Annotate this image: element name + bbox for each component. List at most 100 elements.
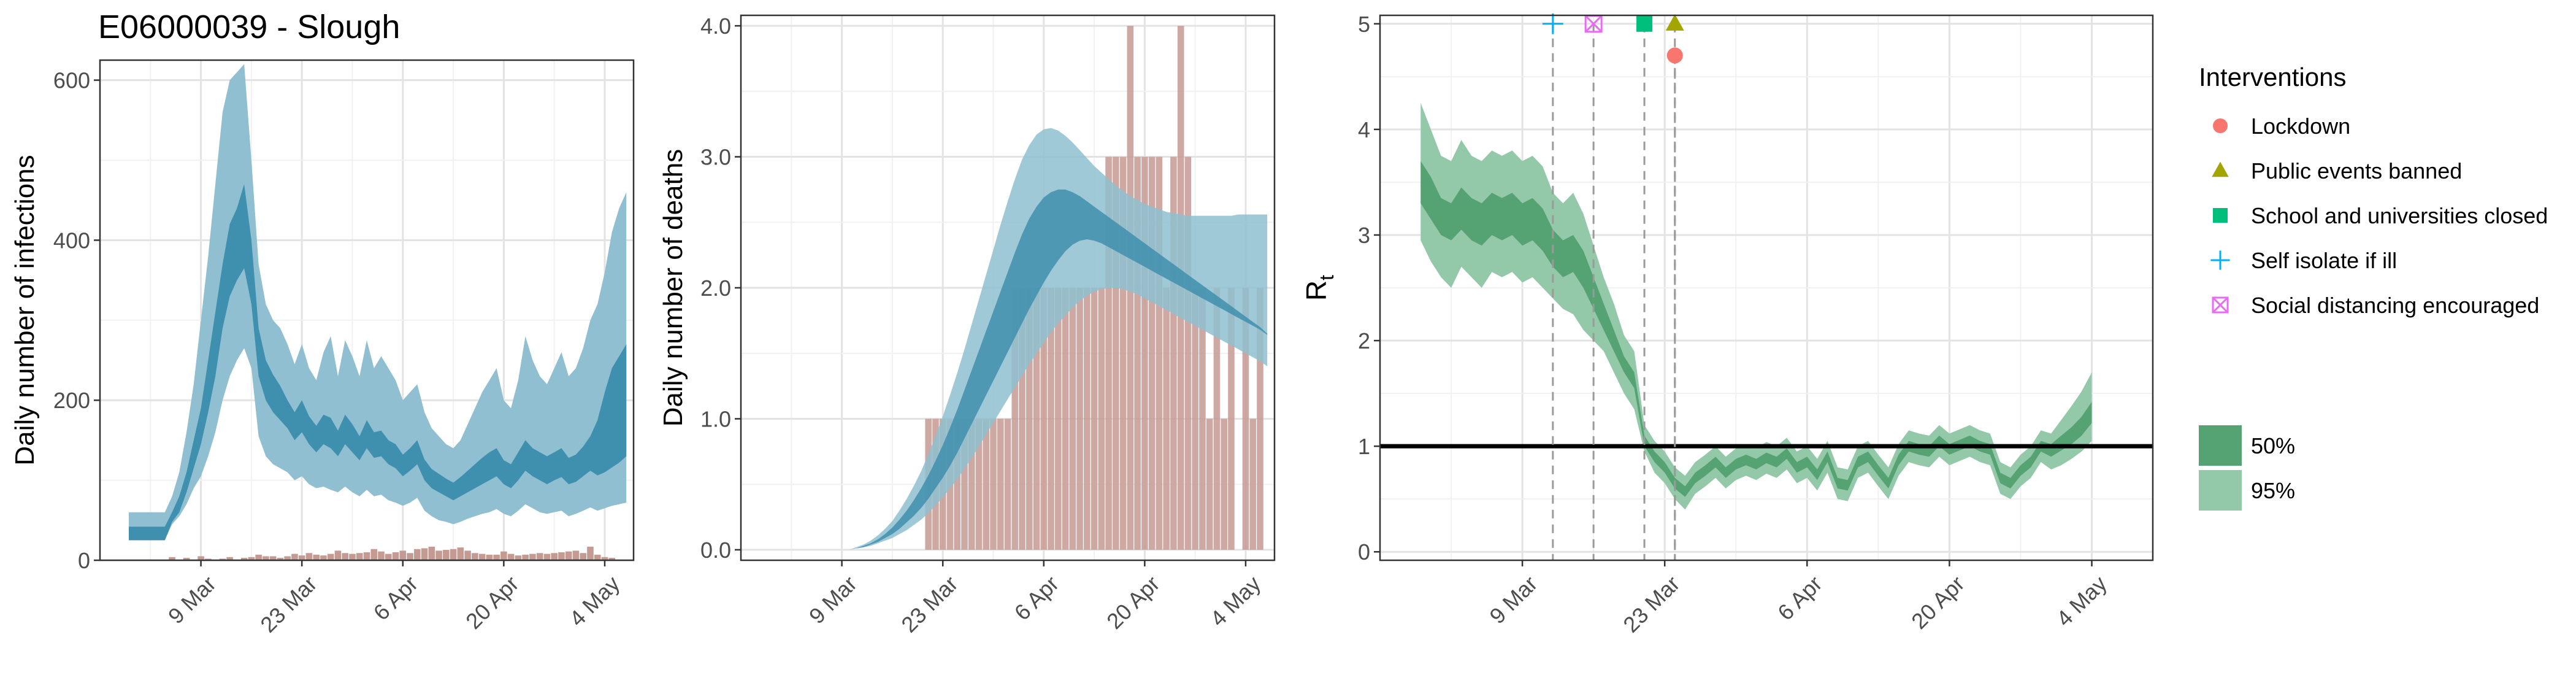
bar: [1025, 288, 1033, 550]
legend-item-label: Self isolate if ill: [2251, 248, 2397, 273]
bar: [1048, 288, 1054, 550]
bar: [428, 546, 435, 560]
bar: [1098, 288, 1105, 550]
x-tick-label: 6 Apr: [1773, 571, 1827, 625]
bar: [183, 558, 190, 560]
bar: [399, 550, 407, 560]
bar: [464, 550, 471, 560]
bar: [327, 554, 334, 560]
bar: [197, 556, 204, 560]
bar: [356, 553, 363, 560]
legend: Interventions Lockdown Public events bann…: [2199, 63, 2548, 511]
bar: [1184, 156, 1192, 550]
infections-panel: 0 200 400 600 9 Mar 23 Mar 6 Apr 20 Apr 4 May Da…: [10, 59, 635, 638]
y-tick-label: 3: [1358, 223, 1370, 248]
bar: [1069, 288, 1076, 550]
legend-items: Lockdown Public events banned School and u…: [2210, 114, 2548, 318]
bar: [255, 554, 262, 560]
x-tick-label: 23 Mar: [255, 571, 321, 637]
bar: [594, 554, 601, 560]
bar: [313, 554, 320, 560]
x-tick-label: 20 Apr: [1906, 571, 1969, 634]
bar: [407, 553, 413, 560]
legend-band-label: 50%: [2251, 433, 2295, 458]
bar: [1242, 288, 1249, 550]
legend-item-label: School and universities closed: [2251, 203, 2548, 228]
y-axis-label: Daily number of infections: [10, 155, 40, 465]
square-x-stroke: [2212, 296, 2229, 314]
y-tick-label: 2: [1358, 328, 1370, 353]
deaths-panel: 0.0 1.0 2.0 3.0 4.0 9 Mar 23 Mar 6 Apr 20 Apr 4 M…: [658, 14, 1276, 638]
bar: [219, 558, 226, 560]
band-95: [129, 64, 627, 541]
bar: [1055, 288, 1062, 550]
bar: [1221, 419, 1227, 550]
bar: [608, 558, 616, 560]
legend-swatch: [2199, 470, 2242, 511]
band-50: [770, 189, 1268, 550]
y-axis-label: Rt: [1300, 275, 1338, 301]
bar: [601, 557, 608, 560]
bar: [320, 555, 327, 560]
bar: [983, 419, 990, 550]
bar: [450, 549, 457, 560]
bar: [169, 557, 175, 560]
interventions: [1542, 13, 1684, 560]
legend-swatch: [2199, 425, 2242, 466]
bar: [515, 555, 522, 560]
bar: [1228, 288, 1235, 550]
bars: [925, 26, 1263, 550]
y-tick-label: 200: [53, 388, 90, 413]
bar: [997, 419, 1004, 550]
bar: [263, 556, 269, 560]
bar: [385, 554, 392, 560]
band-95: [770, 128, 1268, 550]
bar: [543, 554, 551, 560]
bar: [1163, 288, 1170, 550]
square-marker-icon: [1636, 15, 1653, 32]
legend-item-label: Public events banned: [2251, 158, 2462, 183]
bands: [1420, 102, 2092, 510]
bar: [968, 419, 975, 550]
bar: [1156, 156, 1163, 550]
page-title: E06000039 - Slough: [98, 9, 400, 45]
bar: [1257, 288, 1263, 550]
y-tick-label: 3.0: [700, 145, 731, 170]
bar: [1076, 288, 1083, 550]
bar: [269, 556, 277, 560]
bar: [1084, 288, 1091, 550]
bar: [1105, 156, 1112, 550]
bar: [493, 554, 500, 560]
bar: [334, 550, 342, 560]
bar: [1040, 288, 1048, 550]
y-tick-label: 1.0: [700, 406, 731, 431]
x-tick-label: 9 Mar: [163, 571, 221, 628]
x-tick-label: 6 Apr: [1010, 571, 1064, 625]
legend-bands: 50% 95%: [2199, 425, 2295, 511]
x-tick-label: 6 Apr: [369, 571, 423, 625]
bar: [370, 549, 378, 560]
panel-border: [99, 59, 635, 561]
bar: [226, 557, 233, 560]
bar: [392, 552, 399, 560]
bar: [1033, 288, 1040, 550]
bar: [240, 558, 248, 560]
x-tick-label: 4 May: [1205, 571, 1265, 631]
x-tick-label: 9 Mar: [804, 571, 862, 628]
bar: [1004, 419, 1011, 550]
square-x-marker-icon: [2212, 296, 2229, 314]
y-tick-label: 0: [78, 548, 90, 573]
y-tick-label: 4: [1358, 117, 1370, 142]
bar: [1113, 156, 1119, 550]
bar: [1148, 156, 1156, 550]
bar: [500, 551, 507, 560]
triangle-marker-icon: [1665, 14, 1684, 31]
plus-marker-icon: [1542, 13, 1563, 34]
x-tick-label: 20 Apr: [461, 571, 524, 634]
band-50: [129, 184, 627, 541]
bar: [284, 556, 291, 560]
y-tick-label: 1: [1358, 434, 1370, 459]
x-tick-label: 23 Mar: [1618, 571, 1684, 637]
plus-marker-icon: [2210, 250, 2230, 270]
